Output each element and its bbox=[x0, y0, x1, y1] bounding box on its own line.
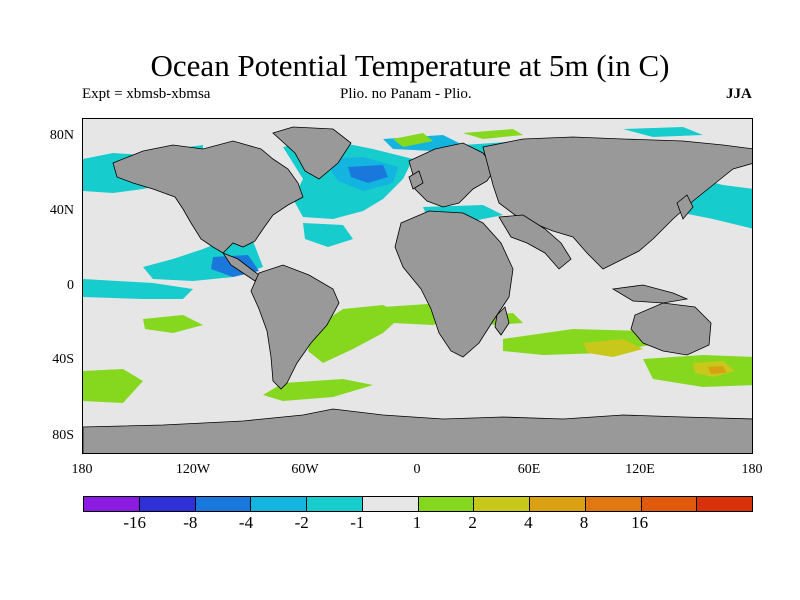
lon-tick-0: 0 bbox=[413, 462, 421, 477]
madagascar bbox=[494, 306, 510, 336]
colorbar-segment bbox=[418, 497, 475, 511]
colorbar-segment bbox=[362, 497, 419, 511]
colorbar-segment bbox=[139, 497, 196, 511]
experiment-label: Expt = xbmsb-xbmsa bbox=[82, 86, 211, 102]
map-panel bbox=[82, 118, 753, 454]
colorbar-segment bbox=[84, 497, 140, 511]
colorbar-label: -1 bbox=[350, 513, 365, 532]
anomaly-map bbox=[83, 119, 752, 453]
lon-tick-120e: 120E bbox=[625, 462, 655, 477]
japan bbox=[676, 194, 694, 220]
colorbar-segment bbox=[474, 497, 530, 511]
colorbar-label: 1 bbox=[412, 513, 422, 532]
lat-tick-80s: 80S bbox=[52, 428, 74, 443]
map-title: Ocean Potential Temperature at 5m (in C) bbox=[150, 48, 670, 83]
colorbar-segment bbox=[307, 497, 363, 511]
lat-tick-40n: 40N bbox=[49, 203, 74, 218]
colorbar-segment bbox=[641, 497, 698, 511]
colorbar-label: 8 bbox=[579, 513, 589, 532]
colorbar bbox=[83, 496, 753, 512]
colorbar-label: -2 bbox=[294, 513, 309, 532]
indonesia bbox=[611, 284, 689, 304]
antarctica bbox=[83, 408, 752, 453]
south-america bbox=[250, 264, 340, 390]
europe bbox=[408, 142, 496, 208]
land-masses bbox=[83, 126, 752, 453]
colorbar-label: 2 bbox=[468, 513, 477, 532]
comparison-label: Plio. no Panam - Plio. bbox=[340, 86, 472, 102]
colorbar-segment bbox=[195, 497, 252, 511]
lat-tick-0: 0 bbox=[67, 278, 74, 293]
lon-tick-180e: 180 bbox=[741, 462, 763, 477]
africa bbox=[394, 210, 514, 358]
british-isles bbox=[408, 170, 424, 190]
lon-tick-60w: 60W bbox=[291, 462, 319, 477]
colorbar-label: -8 bbox=[183, 513, 198, 532]
lat-tick-40s: 40S bbox=[52, 352, 74, 367]
greenland bbox=[272, 126, 352, 180]
lon-tick-60e: 60E bbox=[517, 462, 541, 477]
lon-tick-120w: 120W bbox=[175, 462, 211, 477]
australia bbox=[630, 302, 712, 356]
lat-tick-80n: 80N bbox=[49, 128, 74, 143]
colorbar-label: -4 bbox=[238, 513, 254, 532]
colorbar-label: 16 bbox=[631, 513, 649, 532]
colorbar-label: -16 bbox=[123, 513, 146, 532]
colorbar-segment bbox=[697, 497, 752, 511]
south-asia bbox=[498, 214, 572, 270]
colorbar-segment bbox=[251, 497, 307, 511]
colorbar-segment bbox=[585, 497, 642, 511]
lon-tick-180w: 180 bbox=[71, 462, 93, 477]
season-label: JJA bbox=[726, 86, 752, 102]
colorbar-segment bbox=[530, 497, 586, 511]
colorbar-label: 4 bbox=[524, 513, 533, 532]
north-america bbox=[112, 140, 304, 254]
